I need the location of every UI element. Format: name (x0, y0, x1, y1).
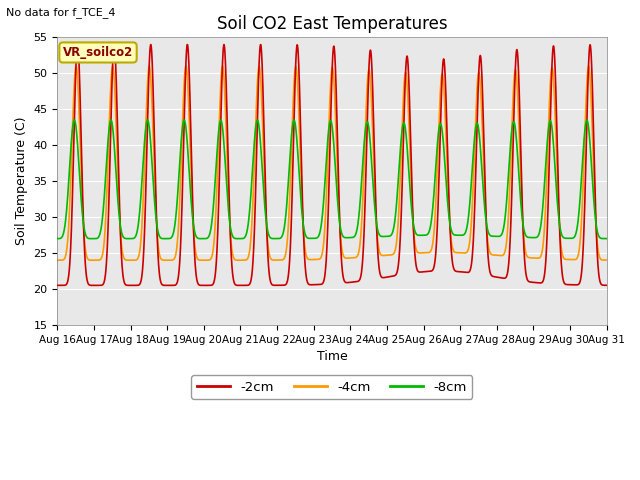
-4cm (72, 63, 80, 69)
-2cm (264, 261, 272, 266)
-4cm (592, 225, 600, 230)
-4cm (54, 257, 61, 263)
-4cm (533, 255, 541, 261)
Line: -4cm: -4cm (58, 66, 607, 260)
-2cm (149, 82, 157, 88)
X-axis label: Time: Time (317, 350, 348, 363)
Title: Soil CO2 East Temperatures: Soil CO2 East Temperatures (217, 15, 447, 33)
-8cm (116, 222, 124, 228)
-2cm (603, 282, 611, 288)
-2cm (116, 229, 124, 235)
Y-axis label: Soil Temperature (C): Soil Temperature (C) (15, 117, 28, 245)
-8cm (89, 236, 97, 241)
-8cm (217, 117, 225, 123)
-4cm (54, 257, 61, 263)
-8cm (149, 173, 157, 179)
-8cm (533, 234, 541, 240)
Line: -8cm: -8cm (58, 120, 607, 239)
-8cm (264, 231, 272, 237)
Text: VR_soilco2: VR_soilco2 (63, 46, 133, 59)
-4cm (264, 246, 272, 252)
-4cm (116, 228, 124, 234)
-2cm (55, 283, 63, 288)
Text: No data for f_TCE_4: No data for f_TCE_4 (6, 7, 116, 18)
-4cm (288, 125, 296, 131)
-8cm (603, 236, 611, 241)
-8cm (54, 236, 61, 241)
-2cm (74, 42, 81, 48)
-2cm (592, 223, 600, 229)
-8cm (592, 222, 600, 228)
-4cm (603, 257, 611, 263)
-4cm (149, 128, 157, 134)
Legend: -2cm, -4cm, -8cm: -2cm, -4cm, -8cm (191, 375, 472, 399)
-8cm (288, 126, 296, 132)
-2cm (288, 191, 296, 197)
-2cm (54, 283, 61, 288)
-2cm (533, 280, 541, 286)
Line: -2cm: -2cm (58, 45, 607, 286)
